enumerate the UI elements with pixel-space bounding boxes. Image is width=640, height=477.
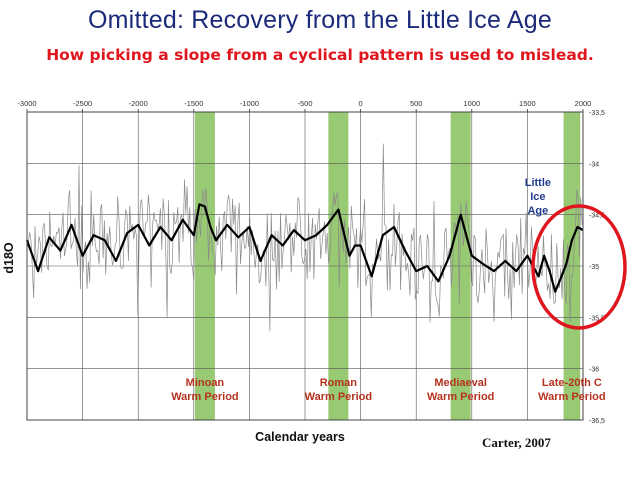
- x-tick-label-3: -2000: [129, 99, 148, 108]
- warm-period-label-bottom-1: Warm Period: [171, 391, 238, 403]
- x-tick-label-4: -1500: [184, 99, 203, 108]
- x-tick-label-8: 500: [410, 99, 423, 108]
- little-ice-age-label-line-2: Ice: [530, 191, 545, 203]
- y-tick-label-7: -36,5: [589, 418, 605, 425]
- warm-period-label-top-3: Mediaeval: [434, 377, 487, 389]
- warm-period-label-bottom-4: Warm Period: [538, 391, 605, 403]
- little-ice-age-highlight-circle: [531, 204, 627, 330]
- x-tick-label-1: -3000: [17, 99, 36, 108]
- x-tick-label-6: -500: [297, 99, 312, 108]
- warm-period-label-top-1: Minoan: [186, 377, 225, 389]
- warm-period-label-bottom-2: Warm Period: [305, 391, 372, 403]
- smoothed-series-line: [25, 203, 584, 293]
- y-tick-label-3: -34,5: [589, 213, 605, 220]
- warm-period-label-top-4: Late-20th C: [542, 377, 602, 389]
- y-tick-label-4: -35: [589, 264, 599, 271]
- credit-text: Carter, 2007: [482, 435, 551, 450]
- little-ice-age-label-line-1: Little: [525, 177, 551, 189]
- x-axis-title: Calendar years: [255, 430, 345, 444]
- y-tick-label-5: -35,5: [589, 315, 605, 322]
- raw-d18o-trace: [26, 143, 583, 332]
- page-title: Omitted: Recovery from the Little Ice Ag…: [88, 6, 552, 34]
- little-ice-age-label-line-3: Age: [527, 205, 548, 217]
- x-tick-label-10: 1500: [519, 99, 536, 108]
- x-tick-label-5: -1000: [240, 99, 259, 108]
- x-tick-label-11: 2000: [575, 99, 592, 108]
- x-tick-label-9: 1000: [463, 99, 480, 108]
- warm-period-label-top-2: Roman: [320, 377, 358, 389]
- y-tick-label-6: -36: [589, 367, 599, 374]
- page-subtitle: How picking a slope from a cyclical patt…: [46, 46, 594, 64]
- y-tick-label-2: -34: [589, 161, 599, 168]
- y-axis-title: d18O: [2, 242, 16, 274]
- y-tick-label-1: -33,5: [589, 110, 605, 117]
- warm-period-label-bottom-3: Warm Period: [427, 391, 494, 403]
- x-tick-label-2: -2500: [73, 99, 92, 108]
- x-tick-label-7: 0: [359, 99, 363, 108]
